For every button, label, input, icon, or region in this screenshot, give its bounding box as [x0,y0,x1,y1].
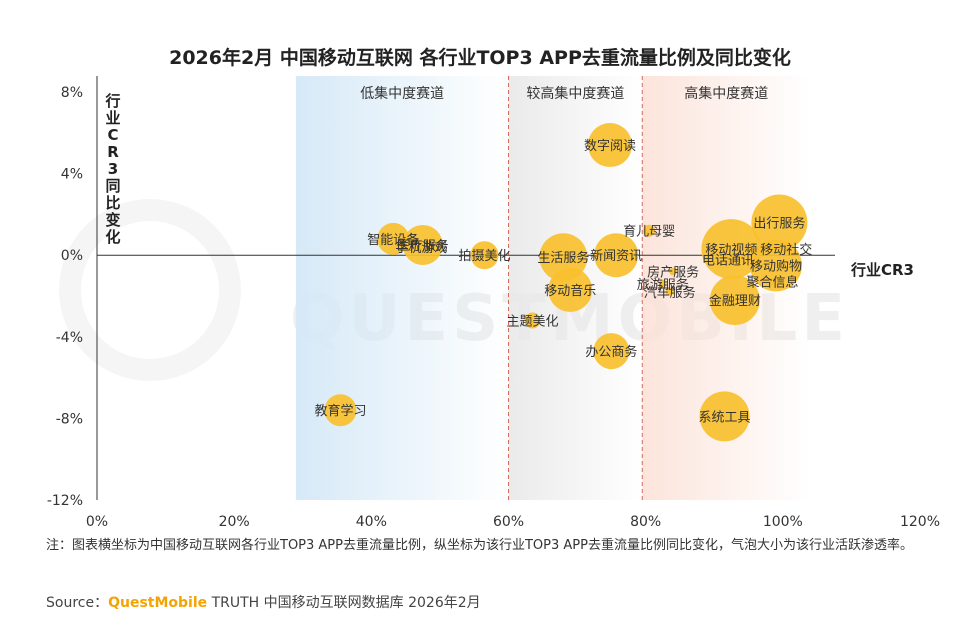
source-line: Source：QuestMobile TRUTH 中国移动互联网数据库 2026… [46,592,481,612]
y-axis-title: 行业 C R 3 同比变化 [104,92,120,246]
bubble-label: 手机游戏 [395,241,447,256]
bubble-label: 教育学习 [314,403,366,419]
bubble [377,222,410,255]
bubble-label: 房产服务 [647,265,699,281]
axes-layer: 0% 20% 40% 60% 80% 100% 120% 8% 4% 0% -4% -8% -12% 行业… [47,76,940,530]
bubble-label: 出行服务 [753,216,805,232]
bubble [701,219,762,280]
bubble [768,277,777,286]
bubble-label: 新闻资讯 [590,248,642,264]
bubble [723,255,732,264]
bubble [658,279,667,288]
bubble-layer [324,123,808,442]
zone-label-1: 较高集中度赛道 [526,85,624,102]
chart-title: 2026年2月 中国移动互联网 各行业TOP3 APP去重流量比例及同比变化 [169,46,791,69]
bubble-label: 金融理财 [709,293,761,309]
bubble [643,224,656,237]
x-axis-title: 行业CR3 [850,261,914,279]
bubble [782,245,791,254]
zone-label-0: 低集中度赛道 [360,85,444,102]
bubble-label: 电话通讯 [702,253,754,268]
x-tick-label: 20% [219,514,250,530]
bubble-label: 移动音乐 [544,283,596,299]
bubble [749,239,802,292]
x-tick-label: 40% [356,514,387,530]
bubble-label: 移动社交 [760,242,812,258]
x-tick-label: 60% [493,514,524,530]
bubble [594,233,639,278]
bubble-label: 旅游服务 [637,277,689,293]
source-prefix: Source： [46,595,109,611]
bubble-label: 医疗服务 [397,238,449,254]
bubble [524,312,541,329]
bubble-label: 育儿母婴 [623,224,675,240]
bubble [324,394,357,427]
y-tick-label: 4% [61,167,83,183]
bubble-label: 聚合信息 [747,275,799,291]
bubble-label: 智能设备 [367,232,419,248]
bubble-label: 移动视频 [705,243,757,258]
bubble [669,267,678,276]
y-tick-label: 0% [61,248,83,264]
source-rest: TRUTH 中国移动互联网数据库 2026年2月 [207,595,481,611]
x-tick-label: 0% [86,514,108,530]
bubble-label: 数字阅读 [584,139,636,154]
bubble [470,241,499,270]
bubble [417,243,426,252]
bubble [709,275,760,326]
zone-label-2: 高集中度赛道 [684,85,768,102]
bubble-label: 拍摄美化 [458,249,510,264]
bubble [548,267,593,312]
y-tick-label: -12% [47,493,83,509]
bubble-label: 生活服务 [537,250,589,266]
bubble-label: 汽车服务 [644,285,696,301]
x-tick-label: 120% [900,514,940,530]
bubble [665,287,674,296]
zone-0 [295,76,509,500]
chart-note: 注：图表横坐标为中国移动互联网各行业TOP3 APP去重流量比例，纵坐标为该行业… [46,538,913,553]
bubble [588,123,633,168]
source-brand: QuestMobile [108,595,208,611]
y-tick-label: -8% [56,411,83,427]
bubble-label: 移动购物 [750,258,802,274]
watermark-logo [59,199,241,381]
y-tick-label: 8% [61,85,83,101]
bubble [699,391,750,442]
bubble [751,194,808,251]
y-tick-label: -4% [56,330,83,346]
bubble-label: 办公商务 [585,344,637,360]
x-tick-label: 100% [763,514,803,530]
x-tick-label: 80% [630,514,661,530]
bubble-label: 主题美化 [506,314,558,329]
bubble [593,333,630,370]
bubble-label: 系统工具 [699,410,751,425]
